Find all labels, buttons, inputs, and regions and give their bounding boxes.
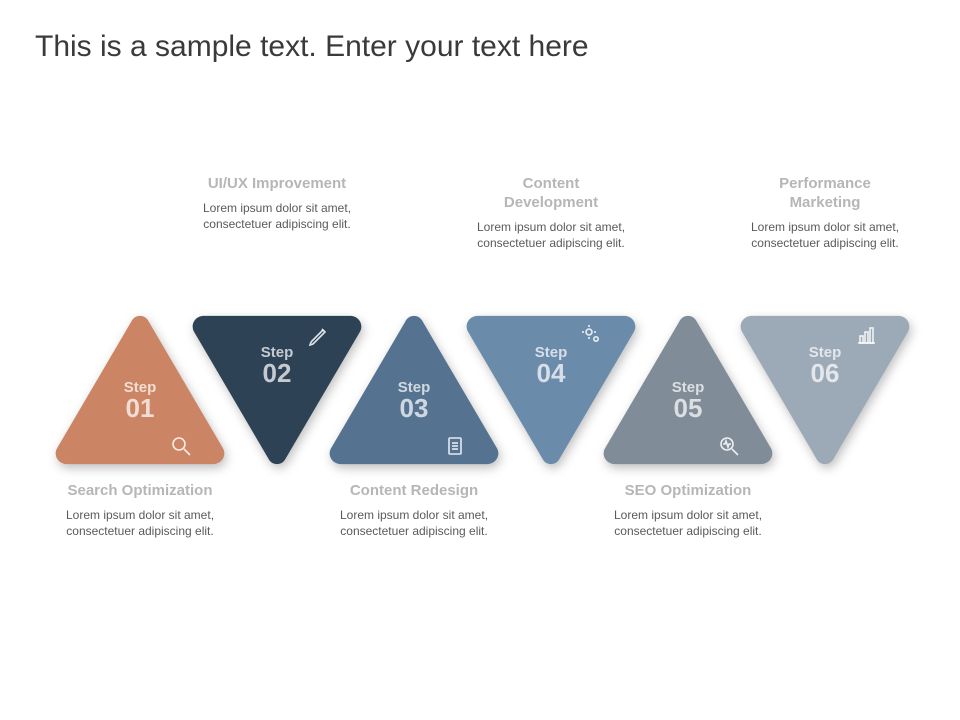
step-caption-4: Content Development Lorem ipsum dolor sit… [476,175,626,251]
caption-title: SEO Optimization [613,482,763,501]
triangle-row: Step01Step02Step03Step04Step05Step06 [0,310,960,480]
caption-title: Performance Marketing [750,175,900,213]
step-caption-6: Performance Marketing Lorem ipsum dolor s… [750,175,900,251]
page-title: This is a sample text. Enter your text h… [35,30,589,64]
step-caption-2: UI/UX Improvement Lorem ipsum dolor sit a… [202,175,352,232]
caption-desc: Lorem ipsum dolor sit amet, consectetuer… [202,200,352,232]
caption-desc: Lorem ipsum dolor sit amet, consectetuer… [750,219,900,251]
caption-title: UI/UX Improvement [202,175,352,194]
caption-desc: Lorem ipsum dolor sit amet, consectetuer… [65,507,215,539]
step-triangle-6 [735,310,915,470]
caption-desc: Lorem ipsum dolor sit amet, consectetuer… [613,507,763,539]
caption-title: Content Development [476,175,626,213]
caption-title: Content Redesign [339,482,489,501]
caption-desc: Lorem ipsum dolor sit amet, consectetuer… [339,507,489,539]
step-caption-5: SEO Optimization Lorem ipsum dolor sit am… [613,482,763,539]
step-caption-3: Content Redesign Lorem ipsum dolor sit am… [339,482,489,539]
caption-desc: Lorem ipsum dolor sit amet, consectetuer… [476,219,626,251]
caption-title: Search Optimization [65,482,215,501]
diagram-stage: Step01Step02Step03Step04Step05Step06 Sea… [0,170,960,670]
step-caption-1: Search Optimization Lorem ipsum dolor sit… [65,482,215,539]
